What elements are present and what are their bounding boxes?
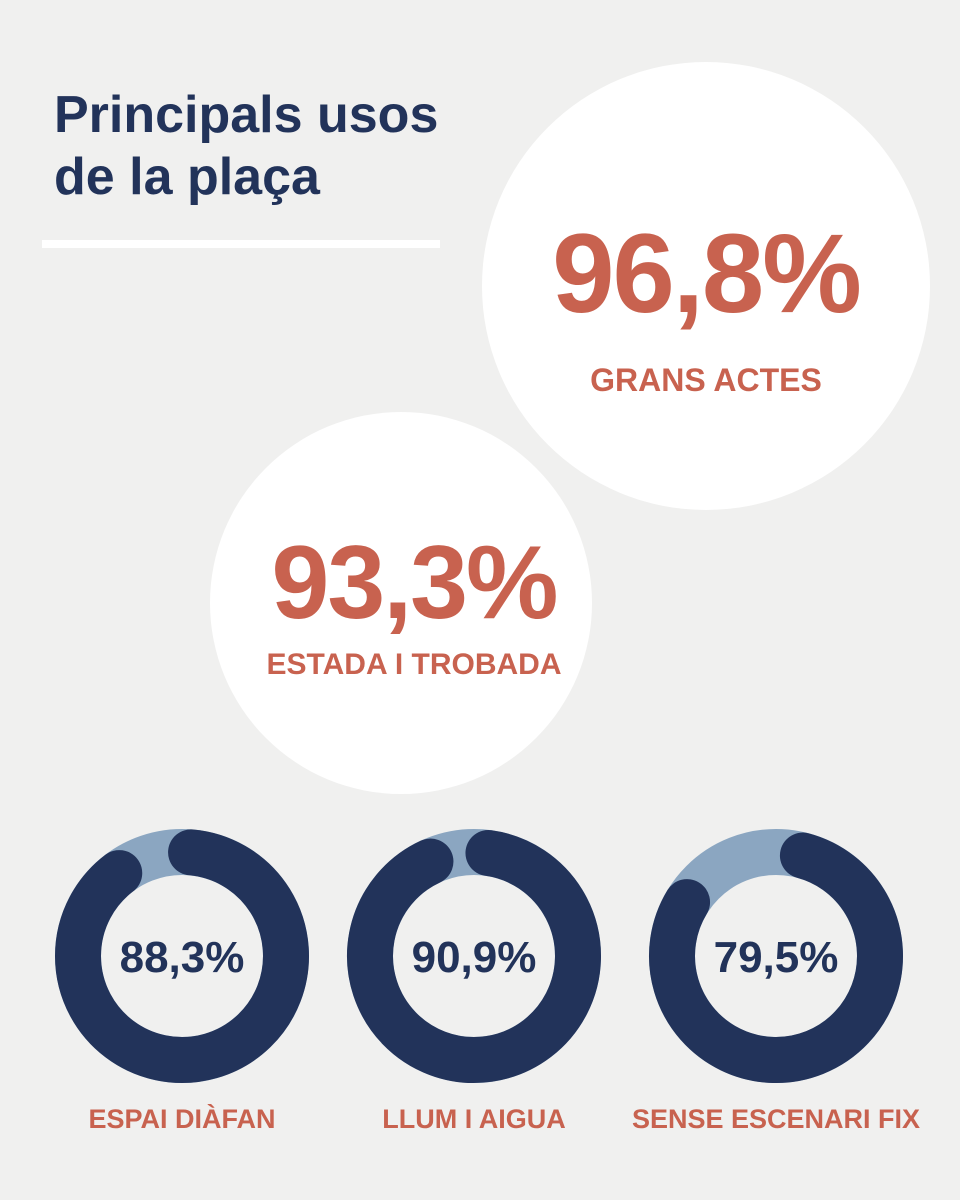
stat-bubble-grans-actes: 96,8% GRANS ACTES [482,62,930,510]
title-line-2: de la plaça [54,148,320,206]
donut-category-label: SENSE ESCENARI FIX [632,1104,920,1134]
donut-value-arc [347,830,601,1083]
donut-1: 90,9% LLUM I AIGUA [347,829,601,1134]
stat-label: GRANS ACTES [590,362,822,398]
donut-category-label: ESPAI DIÀFAN [88,1103,275,1134]
title-divider [42,240,440,248]
title-line-1: Principals usos [54,86,439,144]
donut-0: 88,3% ESPAI DIÀFAN [55,829,309,1134]
donut-value-arc [55,829,309,1083]
donut-charts: 88,3% ESPAI DIÀFAN 90,9% LLUM I AIGUA 79,5% S… [55,829,920,1134]
donut-category-label: LLUM I AIGUA [382,1104,565,1134]
page-title: Principals usos de la plaça [54,84,438,208]
donut-value-label: 79,5% [714,933,839,982]
donut-value-label: 90,9% [412,933,537,982]
donut-value-label: 88,3% [120,933,245,982]
stat-label: ESTADA I TROBADA [266,648,562,681]
stat-value: 93,3% [271,525,559,641]
stat-bubble-estada-trobada: 93,3% ESTADA I TROBADA [210,412,592,794]
donut-2: 79,5% SENSE ESCENARI FIX [632,829,920,1134]
stat-value: 96,8% [552,211,862,336]
donut-value-arc [649,832,903,1083]
